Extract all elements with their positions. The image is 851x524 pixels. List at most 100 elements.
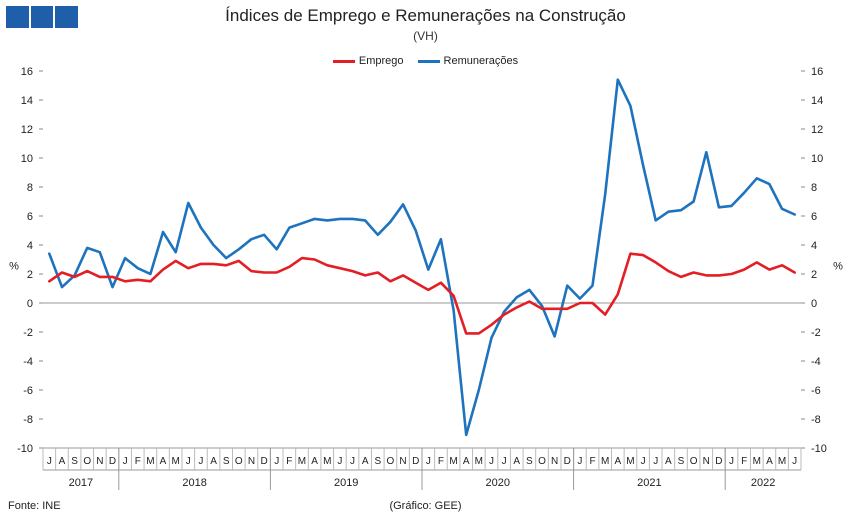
month-tick-label: S — [71, 456, 78, 467]
y-tick-label-left: 8 — [27, 182, 33, 194]
chart-title: Índices de Emprego e Remunerações na Con… — [225, 6, 626, 25]
chart-subtitle: (VH) — [413, 29, 438, 43]
month-tick-label: A — [210, 456, 217, 467]
month-tick-label: N — [248, 456, 255, 467]
month-tick-label: A — [362, 456, 369, 467]
y-tick-label-left: -6 — [23, 385, 33, 397]
month-tick-label: J — [729, 456, 734, 467]
month-tick-label: O — [538, 456, 546, 467]
month-tick-label: J — [792, 456, 797, 467]
month-tick-label: D — [109, 456, 116, 467]
month-tick-label: N — [96, 456, 103, 467]
month-tick-label: M — [298, 456, 306, 467]
y-tick-label-left: 6 — [27, 211, 33, 223]
month-tick-label: N — [703, 456, 710, 467]
legend-label-remuneracoes: Remunerações — [443, 55, 519, 67]
month-tick-label: A — [614, 456, 621, 467]
logo — [6, 6, 79, 28]
y-axis-title-right: % — [833, 261, 843, 273]
month-tick-label: J — [489, 456, 494, 467]
month-tick-label: M — [778, 456, 786, 467]
y-tick-label-right: -6 — [811, 385, 821, 397]
y-tick-label-right: 8 — [811, 182, 817, 194]
month-tick-label: D — [564, 456, 571, 467]
month-tick-label: A — [665, 456, 672, 467]
month-tick-label: A — [513, 456, 520, 467]
month-tick-label: S — [526, 456, 533, 467]
year-label: 2021 — [637, 477, 661, 489]
y-tick-label-left: -8 — [23, 414, 33, 426]
legend-swatch-remuneracoes — [417, 59, 440, 63]
month-tick-label: J — [426, 456, 431, 467]
y-tick-label-right: -2 — [811, 327, 821, 339]
y-tick-label-right: 0 — [811, 298, 817, 310]
month-tick-label: J — [577, 456, 582, 467]
month-tick-label: J — [350, 456, 355, 467]
logo-block — [30, 6, 54, 28]
y-tick-label-left: -2 — [23, 327, 33, 339]
y-tick-label-right: 6 — [811, 211, 817, 223]
y-tick-label-left: 12 — [21, 124, 33, 136]
series-line-emprego — [47, 252, 797, 335]
y-tick-label-right: -10 — [811, 443, 827, 455]
month-tick-label: M — [475, 456, 483, 467]
month-tick-label: O — [83, 456, 91, 467]
month-tick-label: O — [690, 456, 698, 467]
month-tick-label: M — [171, 456, 179, 467]
year-label: 2019 — [334, 477, 358, 489]
y-tick-label-left: 4 — [27, 240, 33, 252]
y-tick-label-right: 12 — [811, 124, 823, 136]
month-tick-label: S — [223, 456, 230, 467]
y-tick-label-right: -4 — [811, 356, 821, 368]
year-label: 2022 — [751, 477, 775, 489]
year-label: 2018 — [182, 477, 206, 489]
month-tick-label: A — [160, 456, 167, 467]
y-tick-label-left: 0 — [27, 298, 33, 310]
year-label: 2017 — [69, 477, 93, 489]
y-tick-label-right: 10 — [811, 153, 823, 165]
month-tick-label: A — [463, 456, 470, 467]
month-tick-label: F — [135, 456, 141, 467]
y-tick-label-left: -10 — [17, 443, 33, 455]
month-tick-label: N — [551, 456, 558, 467]
month-tick-label: F — [589, 456, 595, 467]
source-note: Fonte: INE — [8, 500, 61, 512]
month-tick-label: N — [399, 456, 406, 467]
y-tick-label-left: 10 — [21, 153, 33, 165]
month-tick-label: D — [715, 456, 722, 467]
year-label: 2020 — [486, 477, 510, 489]
series-line-remuneracoes — [47, 78, 797, 437]
month-tick-label: J — [47, 456, 52, 467]
month-tick-label: M — [753, 456, 761, 467]
month-tick-label: S — [678, 456, 685, 467]
month-tick-label: O — [235, 456, 243, 467]
credit-note: (Gráfico: GEE) — [389, 500, 462, 512]
month-tick-label: D — [260, 456, 267, 467]
legend-item-emprego: Emprego — [332, 55, 404, 67]
logo-block — [55, 6, 79, 28]
y-tick-label-left: 14 — [21, 95, 33, 107]
month-tick-label: J — [337, 456, 342, 467]
y-tick-label-right: 2 — [811, 269, 817, 281]
legend-swatch-emprego — [332, 59, 355, 63]
month-tick-label: F — [741, 456, 747, 467]
y-tick-label-left: 16 — [21, 66, 33, 78]
month-tick-label: J — [123, 456, 128, 467]
legend-label-emprego: Emprego — [358, 55, 404, 67]
month-tick-label: M — [323, 456, 331, 467]
month-tick-label: J — [274, 456, 279, 467]
y-tick-label-left: 2 — [27, 269, 33, 281]
month-tick-label: S — [374, 456, 381, 467]
y-tick-label-left: -4 — [23, 356, 33, 368]
month-tick-label: M — [626, 456, 634, 467]
month-tick-label: A — [766, 456, 773, 467]
month-tick-label: J — [653, 456, 658, 467]
month-tick-label: A — [59, 456, 66, 467]
logo-block — [6, 6, 29, 28]
y-tick-label-right: 16 — [811, 66, 823, 78]
month-tick-label: J — [186, 456, 191, 467]
y-axis-title-left: % — [9, 261, 19, 273]
y-tick-label-right: -8 — [811, 414, 821, 426]
month-tick-label: J — [198, 456, 203, 467]
